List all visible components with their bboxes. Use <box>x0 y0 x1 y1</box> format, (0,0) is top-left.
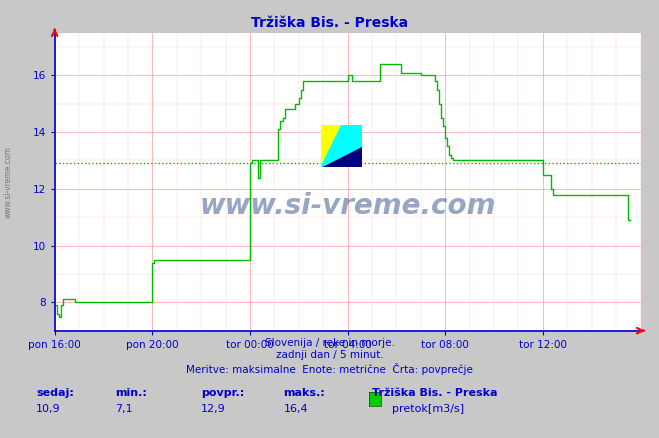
Text: 16,4: 16,4 <box>283 404 308 414</box>
Text: min.:: min.: <box>115 388 147 398</box>
Text: Tržiška Bis. - Preska: Tržiška Bis. - Preska <box>251 16 408 30</box>
Text: Tržiška Bis. - Preska: Tržiška Bis. - Preska <box>372 388 498 398</box>
Text: sedaj:: sedaj: <box>36 388 74 398</box>
Text: povpr.:: povpr.: <box>201 388 244 398</box>
Text: Meritve: maksimalne  Enote: metrične  Črta: povprečje: Meritve: maksimalne Enote: metrične Črta… <box>186 363 473 374</box>
Text: 12,9: 12,9 <box>201 404 226 414</box>
Text: www.si-vreme.com: www.si-vreme.com <box>200 191 496 219</box>
Text: pretok[m3/s]: pretok[m3/s] <box>392 404 464 414</box>
Text: 7,1: 7,1 <box>115 404 133 414</box>
Text: zadnji dan / 5 minut.: zadnji dan / 5 minut. <box>275 350 384 360</box>
Text: Slovenija / reke in morje.: Slovenija / reke in morje. <box>264 338 395 348</box>
Text: maks.:: maks.: <box>283 388 325 398</box>
Text: 10,9: 10,9 <box>36 404 61 414</box>
Text: www.si-vreme.com: www.si-vreme.com <box>3 146 13 218</box>
